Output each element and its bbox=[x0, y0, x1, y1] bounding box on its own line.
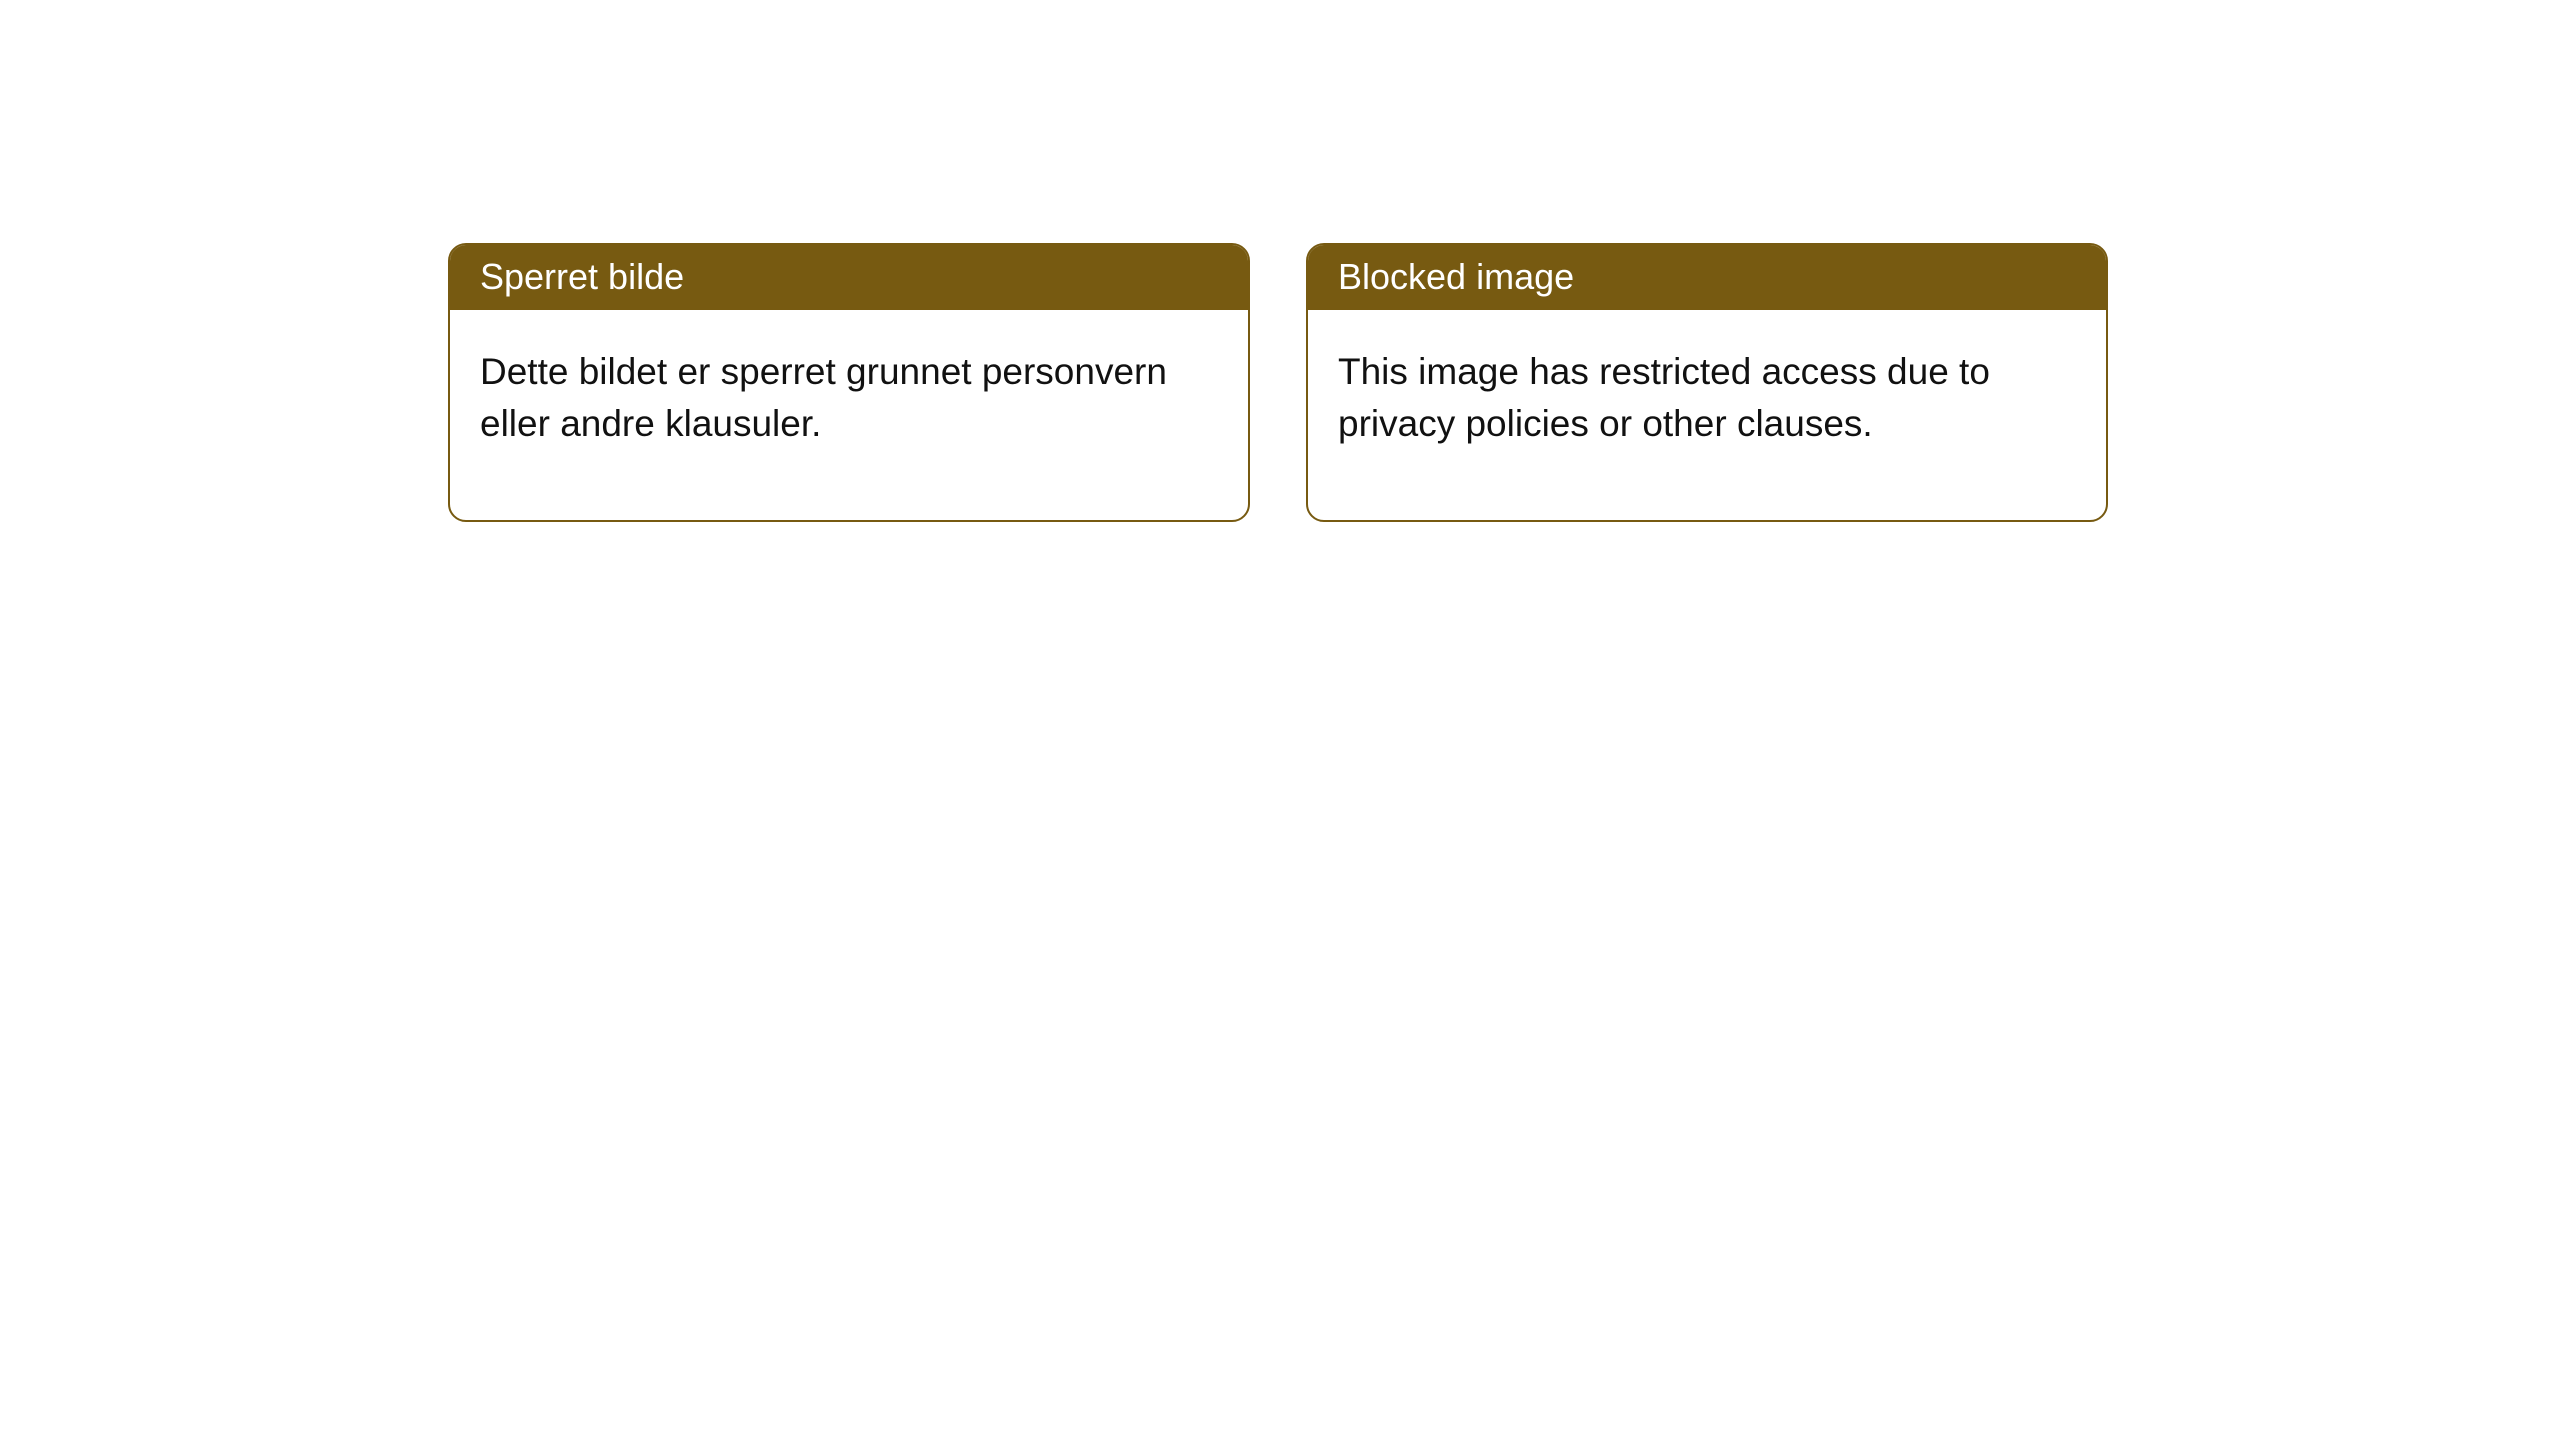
blocked-image-notices: Sperret bilde Dette bildet er sperret gr… bbox=[448, 243, 2108, 522]
notice-title-no: Sperret bilde bbox=[450, 245, 1248, 310]
notice-card-no: Sperret bilde Dette bildet er sperret gr… bbox=[448, 243, 1250, 522]
notice-body-en: This image has restricted access due to … bbox=[1308, 310, 2106, 520]
notice-card-en: Blocked image This image has restricted … bbox=[1306, 243, 2108, 522]
notice-body-no: Dette bildet er sperret grunnet personve… bbox=[450, 310, 1248, 520]
notice-title-en: Blocked image bbox=[1308, 245, 2106, 310]
